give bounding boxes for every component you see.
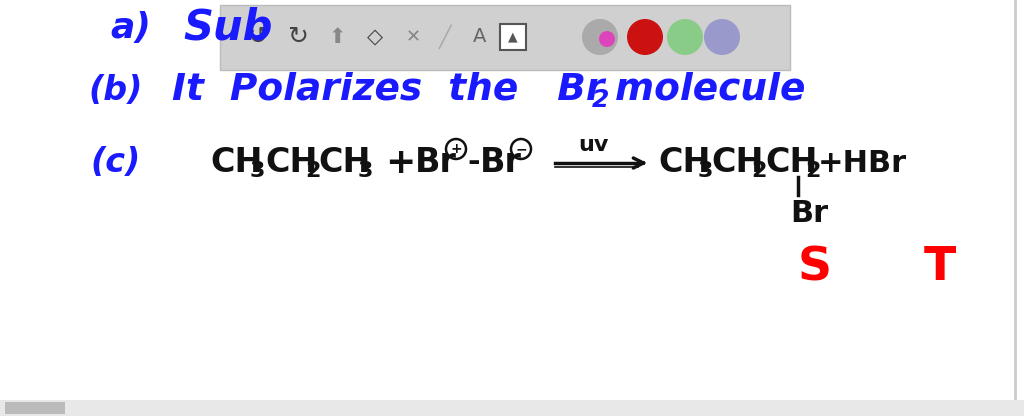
Text: 3: 3 bbox=[698, 161, 714, 181]
Text: +HBr: +HBr bbox=[818, 149, 907, 178]
Circle shape bbox=[599, 31, 615, 47]
Circle shape bbox=[627, 19, 663, 55]
Text: Br: Br bbox=[790, 198, 828, 228]
Text: CH: CH bbox=[658, 146, 711, 179]
Text: 2: 2 bbox=[305, 161, 321, 181]
Text: −: − bbox=[515, 142, 526, 156]
Bar bbox=[500, 24, 526, 50]
Text: CH: CH bbox=[765, 146, 817, 179]
Text: +: + bbox=[385, 146, 416, 180]
Text: ⬆: ⬆ bbox=[329, 27, 346, 47]
Text: uv: uv bbox=[578, 135, 608, 155]
Bar bbox=[5, 402, 65, 414]
Text: CH: CH bbox=[265, 146, 317, 179]
Text: +: + bbox=[451, 142, 462, 156]
Text: Sub: Sub bbox=[183, 7, 272, 49]
Text: (c): (c) bbox=[90, 146, 140, 179]
Text: Br: Br bbox=[480, 146, 522, 179]
Text: 2: 2 bbox=[751, 161, 766, 181]
Text: 2: 2 bbox=[805, 161, 820, 181]
Text: 3: 3 bbox=[250, 161, 265, 181]
Bar bbox=[0, 400, 1024, 416]
Text: (b): (b) bbox=[88, 74, 142, 106]
Text: ✕: ✕ bbox=[406, 28, 421, 46]
Circle shape bbox=[582, 19, 618, 55]
Text: a): a) bbox=[110, 11, 151, 45]
Text: A: A bbox=[473, 27, 486, 47]
Text: molecule: molecule bbox=[602, 72, 805, 108]
Text: 3: 3 bbox=[358, 161, 374, 181]
Text: -: - bbox=[467, 149, 479, 178]
Text: S: S bbox=[798, 245, 833, 290]
Text: T: T bbox=[924, 245, 956, 290]
Text: Br: Br bbox=[415, 146, 457, 179]
Circle shape bbox=[667, 19, 703, 55]
Text: ◇: ◇ bbox=[367, 27, 383, 47]
Text: 2: 2 bbox=[592, 88, 609, 112]
Circle shape bbox=[705, 19, 740, 55]
Text: ╱: ╱ bbox=[438, 25, 452, 49]
Text: ↻: ↻ bbox=[288, 25, 308, 49]
Bar bbox=[220, 5, 790, 70]
Text: ▲: ▲ bbox=[508, 30, 518, 44]
Text: It  Polarizes  the   Br: It Polarizes the Br bbox=[172, 72, 604, 108]
Text: CH: CH bbox=[318, 146, 371, 179]
Text: ↺: ↺ bbox=[248, 25, 268, 49]
Text: CH: CH bbox=[711, 146, 764, 179]
Text: CH: CH bbox=[210, 146, 262, 179]
